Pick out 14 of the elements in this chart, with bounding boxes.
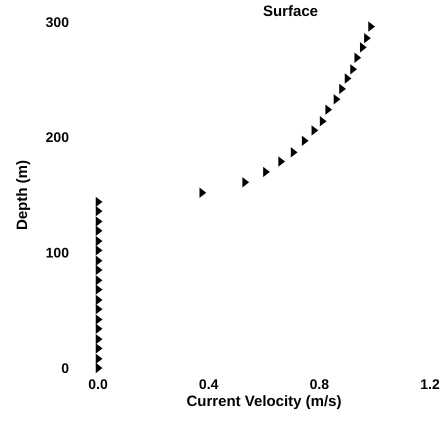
x-tick-label: 0.0 bbox=[88, 376, 108, 392]
text: Surface bbox=[263, 3, 318, 20]
x-tick-label: 1.2 bbox=[420, 376, 440, 392]
y-axis-title: Depth (m) bbox=[14, 160, 31, 230]
x-tick-label: 0.4 bbox=[198, 376, 219, 392]
point bbox=[302, 136, 309, 146]
x-axis-title: Current Velocity (m/s) bbox=[186, 393, 342, 410]
y-tick-label: 200 bbox=[46, 129, 70, 146]
point bbox=[354, 52, 362, 63]
point bbox=[350, 64, 358, 74]
y-tick-label: 300 bbox=[46, 14, 70, 30]
x-tick-label: 0.8 bbox=[310, 376, 330, 392]
y-tick-label: 0 bbox=[61, 360, 70, 376]
y-tick-label: 100 bbox=[46, 244, 70, 261]
